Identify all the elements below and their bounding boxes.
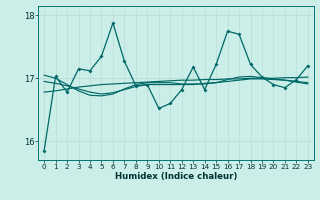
X-axis label: Humidex (Indice chaleur): Humidex (Indice chaleur): [115, 172, 237, 181]
